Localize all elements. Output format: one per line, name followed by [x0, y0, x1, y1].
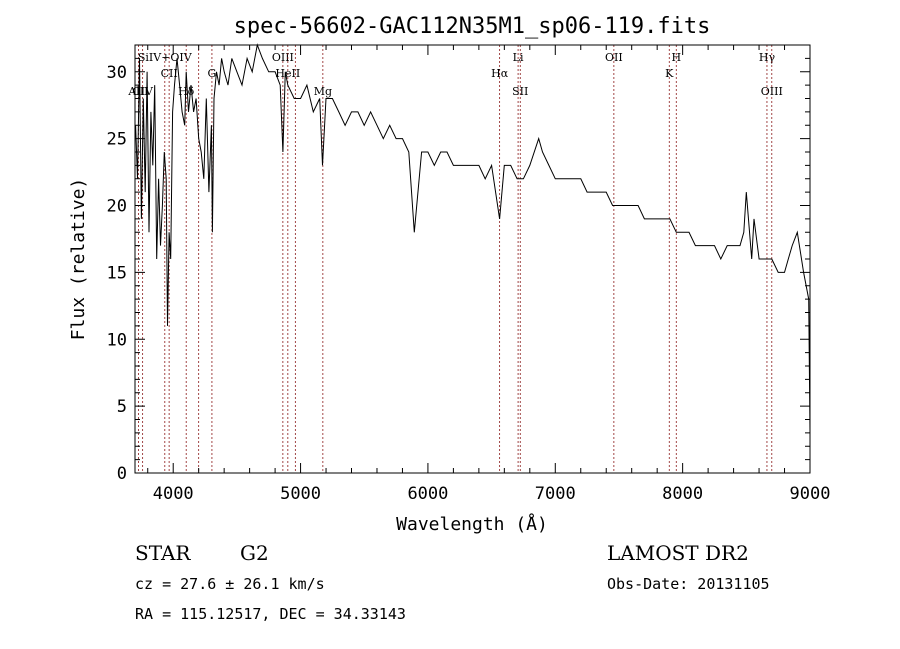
spectral-line-label: OII: [605, 51, 623, 64]
spectral-line-label: Mg: [314, 85, 332, 98]
x-axis-label: Wavelength (Å): [396, 513, 548, 535]
subclass: G2: [240, 541, 269, 565]
survey-name: LAMOST DR2: [607, 541, 749, 565]
y-tick-label: 20: [107, 197, 127, 217]
y-tick-label: 30: [107, 63, 127, 83]
spectral-line-label: Li: [513, 51, 524, 64]
spectral-line-label: CII: [161, 67, 178, 80]
obs-date: Obs-Date: 20131105: [607, 575, 770, 593]
x-tick-label: 8000: [662, 484, 703, 504]
y-axis-ticks: 0 5 10 15 20 25 30: [107, 44, 810, 484]
object-class: STAR: [135, 541, 191, 565]
spectral-line-label: G: [208, 67, 217, 80]
x-tick-label: 7000: [535, 484, 576, 504]
spectral-line-label: Hα: [491, 67, 509, 80]
x-tick-label: 5000: [280, 484, 321, 504]
coordinates: RA = 115.12517, DEC = 34.33143: [135, 605, 406, 623]
y-tick-label: 10: [107, 330, 127, 350]
chart-title: spec-56602-GAC112N35M1_sp06-119.fits: [234, 14, 711, 39]
plot-frame: [134, 44, 811, 474]
spectrum-series-line: [135, 43, 811, 433]
y-axis-label: Flux (relative): [68, 178, 89, 341]
spectral-line-markers: AlIICIVSiIV+OIVCIIHδGOIIIHeIIMgHαLiSIIOI…: [127, 45, 783, 473]
y-tick-label: 15: [107, 263, 127, 283]
spectral-line-label: SiIV+OIV: [138, 51, 193, 64]
spectral-line-label: CIV: [132, 85, 154, 98]
spectral-line-label: OIII: [272, 51, 294, 64]
x-tick-label: 6000: [407, 484, 448, 504]
y-tick-label: 0: [117, 464, 127, 484]
spectral-line-label: H: [671, 51, 681, 64]
spectral-line-label: K: [665, 67, 674, 80]
y-tick-label: 25: [107, 130, 127, 150]
spectral-line-label: Hγ: [759, 51, 776, 64]
x-tick-label: 4000: [153, 484, 194, 504]
x-axis-ticks: 4000 5000 6000 7000 8000 9000: [147, 45, 831, 504]
redshift-readout: cz = 27.6 ± 26.1 km/s: [135, 575, 325, 593]
spectral-line-label: OIII: [761, 85, 783, 98]
y-tick-label: 5: [117, 397, 127, 417]
spectral-line-label: AlII: [127, 85, 148, 98]
spectral-line-label: SII: [512, 85, 528, 98]
x-tick-label: 9000: [790, 484, 831, 504]
spectral-line-label: HeII: [275, 67, 300, 80]
